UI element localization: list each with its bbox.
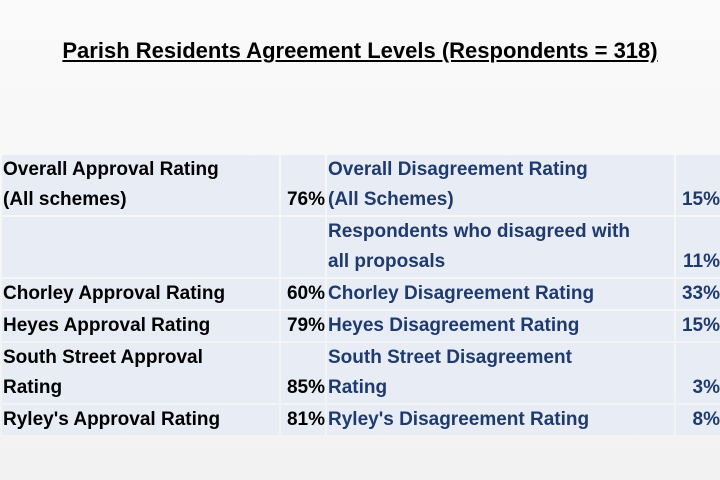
approval-percent: 60% [281,279,325,309]
cell-value: 76% [286,189,325,210]
cell-value: 33% [681,283,720,304]
table-row: Respondents who disagreed with all propos… [2,217,720,277]
approval-label: South Street Approval Rating [2,343,279,403]
table-row: South Street Approval Rating 85% South Stre… [2,343,720,403]
disagreement-percent: 15% [676,311,720,341]
cell-value: 3% [692,377,720,398]
cell-line: South Street Approval [3,347,203,368]
cell-line [3,247,279,277]
disagreement-percent: 11% [676,217,720,277]
agreement-table: Overall Approval Rating (All schemes) 76% O… [0,153,720,437]
cell-line: Ryley's Disagreement Rating [328,409,590,430]
approval-percent: 85% [281,343,325,403]
cell-value: 81% [286,409,325,430]
cell-line: Overall Approval Rating [3,159,219,180]
cell-value: 15% [681,315,720,336]
cell-line: Chorley Disagreement Rating [328,283,595,304]
disagreement-label: South Street Disagreement Rating [327,343,674,403]
cell-line: all proposals [328,251,446,272]
cell-line: Chorley Approval Rating [3,283,226,304]
slide-title: Parish Residents Agreement Levels (Respo… [62,38,658,63]
table-row: Chorley Approval Rating 60% Chorley Disagr… [2,279,720,309]
approval-percent [281,217,325,277]
cell-line: Rating [328,377,388,398]
cell-line: (All schemes) [3,189,127,210]
approval-percent: 79% [281,311,325,341]
disagreement-label: Heyes Disagreement Rating [327,311,674,341]
cell-value: 11% [683,251,720,272]
cell-line: South Street Disagreement [328,347,572,368]
cell-value: 60% [286,283,325,304]
cell-line: Respondents who disagreed with [328,221,630,242]
cell-line: Ryley's Approval Rating [3,409,221,430]
approval-label: Heyes Approval Rating [2,311,279,341]
cell-value: 8% [692,409,720,430]
approval-label: Ryley's Approval Rating [2,405,279,435]
cell-line: (All Schemes) [328,189,454,210]
disagreement-label: Overall Disagreement Rating (All Schemes) [327,155,674,215]
disagreement-percent: 8% [676,405,720,435]
disagreement-label: Respondents who disagreed with all propos… [327,217,674,277]
approval-percent: 81% [281,405,325,435]
cell-value: 15% [681,189,720,210]
disagreement-label: Ryley's Disagreement Rating [327,405,674,435]
cell-line: Heyes Approval Rating [3,315,211,336]
approval-percent: 76% [281,155,325,215]
cell-value: 79% [286,315,325,336]
disagreement-label: Chorley Disagreement Rating [327,279,674,309]
disagreement-percent: 3% [676,343,720,403]
approval-label [2,217,279,277]
table-row: Heyes Approval Rating 79% Heyes Disagreeme… [2,311,720,341]
cell-line: Rating [3,377,63,398]
cell-line: Overall Disagreement Rating [328,159,588,180]
table-row: Overall Approval Rating (All schemes) 76% O… [2,155,720,215]
table-row: Ryley's Approval Rating 81% Ryley's Disagr… [2,405,720,435]
cell-value: 85% [286,377,325,398]
approval-label: Chorley Approval Rating [2,279,279,309]
disagreement-percent: 33% [676,279,720,309]
cell-line [3,217,279,247]
disagreement-percent: 15% [676,155,720,215]
cell-line: Heyes Disagreement Rating [328,315,580,336]
approval-label: Overall Approval Rating (All schemes) [2,155,279,215]
